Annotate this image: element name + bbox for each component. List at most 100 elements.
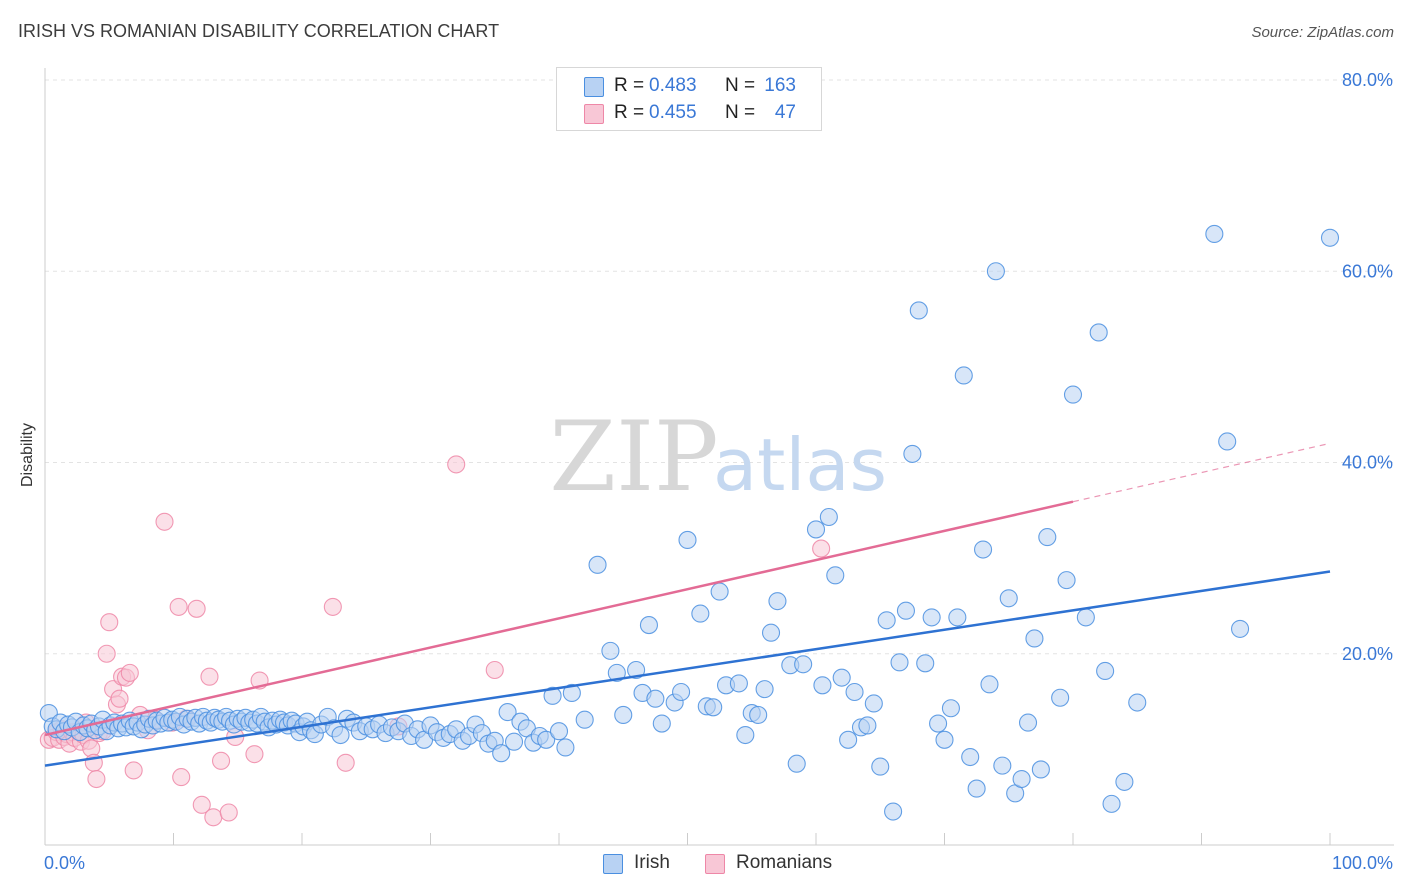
irish-point [537,730,556,749]
irish-point [941,699,960,718]
romanians-point [323,597,342,616]
irish-point [961,747,980,767]
n-label: N = [725,102,756,123]
romanians-point [447,455,466,474]
romanians-point [100,613,119,632]
irish-point [691,604,710,623]
romanians-point [187,599,206,618]
irish-point [614,705,633,725]
irish-point [832,668,851,687]
romanians-point [485,660,504,680]
romanians-point [812,539,831,558]
irish-point [607,663,626,682]
romanians-point [200,667,219,686]
irish-point [331,725,350,745]
irish-point [877,611,896,630]
chart-title: IRISH VS ROMANIAN DISABILITY CORRELATION… [18,21,500,41]
stats-row-irish: R = 0.483 N = 163 [557,74,821,100]
romanians-point [219,803,238,822]
irish-point [504,732,524,751]
romanians-point [97,644,116,663]
romanians-legend-swatch [705,854,725,874]
irish-point [948,608,967,627]
irish-point [1089,323,1108,342]
irish-point [1205,224,1224,244]
irish-point [909,301,928,320]
chart-source: Source: ZipAtlas.com [1251,24,1394,41]
legend-label-romanians: Romanians [736,852,833,873]
watermark-atlas: atlas [713,423,887,507]
irish-point [556,738,575,757]
irish-point [729,674,748,693]
n-label: N = [725,75,756,96]
romanians-trend-extension [1072,442,1331,503]
irish-point [704,698,723,717]
romanians-point [169,597,188,616]
irish-point [588,555,607,574]
romanians-point [110,689,129,708]
irish-point [672,682,691,702]
irish-point [794,655,813,674]
irish-point [1128,693,1147,712]
irish-points [39,224,1340,821]
irish-point [575,710,594,729]
romanians-point [155,512,174,531]
irish-point [1057,571,1076,590]
irish-point [954,366,973,385]
irish-point [916,654,935,673]
romanians-swatch [584,104,604,124]
irish-point [787,754,806,773]
irish-point [639,616,659,635]
irish-swatch [584,77,604,97]
irish-point [1231,619,1250,638]
irish-point [1218,432,1237,451]
romanians-point [245,745,264,764]
irish-point [761,623,781,642]
irish-point [678,530,697,550]
romanians-trend-line [44,500,1074,737]
irish-point [1025,629,1044,648]
irish-point [498,703,517,722]
chart-legend: Irish Romanians [0,851,1406,877]
irish-point [492,744,511,763]
irish-point [768,592,787,611]
irish-point [903,444,922,463]
irish-point [871,757,890,776]
irish-point [993,756,1012,775]
irish-point [922,608,941,627]
irish-point [935,730,954,749]
irish-point [1012,769,1031,789]
irish-point [819,507,838,527]
y-tick-label: 80.0% [1342,70,1393,90]
irish-point [1102,794,1121,813]
irish-point [884,802,903,821]
trend-lines [44,442,1331,767]
legend-label-irish: Irish [634,852,670,873]
romanians-point [172,768,191,787]
irish-point [710,582,729,601]
irish-point [755,680,774,699]
y-tick-label: 40.0% [1342,453,1393,473]
stats-row-romanians: R = 0.455 N = 47 [557,101,821,127]
irish-point [1076,608,1095,627]
irish-point [1051,688,1070,707]
irish-point [890,653,909,672]
irish-point [627,660,646,680]
irish-point [896,601,916,620]
irish-point [986,262,1005,281]
irish-point [845,682,864,702]
romanians-point [87,769,106,789]
irish-point [973,540,993,559]
tick-labels: 20.0% 40.0% 60.0% 80.0% 0.0% 100.0% [44,70,1393,873]
irish-point [652,714,671,733]
irish-point [646,689,665,708]
irish-point [967,779,986,798]
romanians-point [336,753,355,772]
irish-point [813,676,832,695]
watermark-zip: ZIP [549,401,718,513]
r-label: R = [614,102,645,123]
r-value: 0.483 [649,75,697,96]
irish-point [1018,713,1038,732]
irish-point [736,725,755,745]
